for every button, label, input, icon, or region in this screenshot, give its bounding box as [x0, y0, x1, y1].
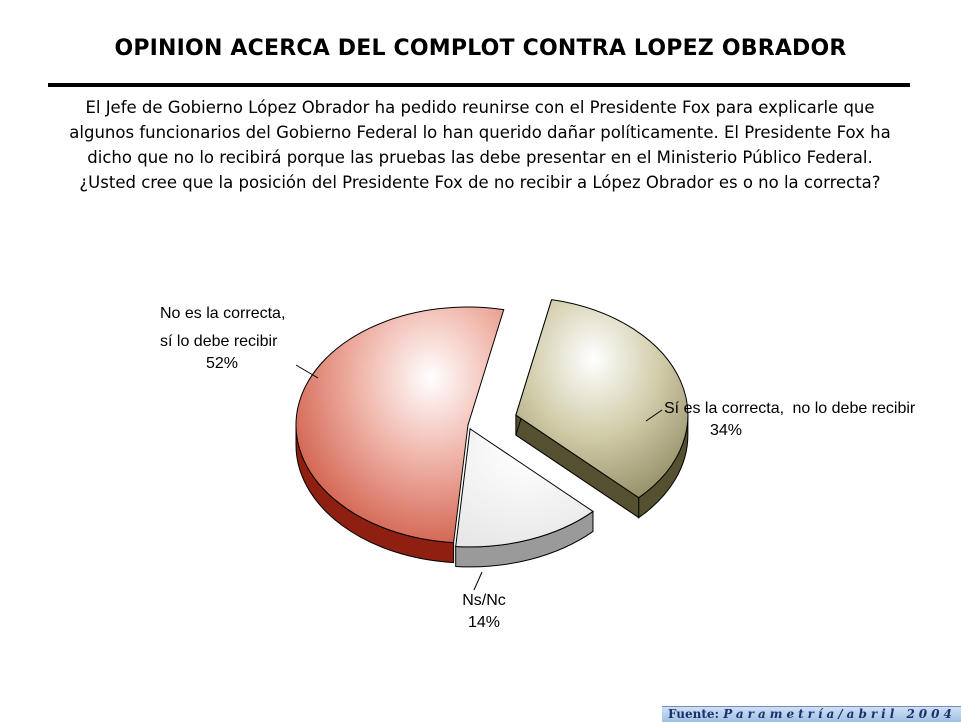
slice-nsnc: [455, 427, 594, 548]
footer-source: Parametría/abril 2004: [723, 707, 956, 721]
pie-leaders: [295, 364, 663, 591]
slice-no-correcta-leader: [295, 364, 319, 379]
footer-label: Fuente:: [668, 707, 719, 721]
slice-label-line: Ns/Nc: [462, 592, 506, 609]
slice-no-correcta: [295, 306, 505, 544]
slice-si-correcta: [515, 299, 689, 499]
slice-value: 52%: [206, 355, 239, 372]
slice-value: 34%: [710, 422, 743, 439]
slice-label-line: Sí es la correcta,: [664, 400, 785, 417]
source-footer: Fuente: Parametría/abril 2004: [662, 706, 961, 722]
slice-nsnc-leader: [473, 571, 483, 591]
question-line: ¿Usted cree que la posición del Presiden…: [79, 173, 881, 192]
slice-label-line: sí lo debe recibir: [160, 333, 278, 350]
pie-tops: [295, 299, 689, 548]
question-line: dicho que no lo recibirá porque las prue…: [87, 148, 873, 167]
slice-label-nsnc: Ns/Nc 14%: [444, 590, 524, 634]
title-divider: [48, 83, 910, 87]
slice-label-line: no lo debe recibir: [792, 400, 916, 417]
question-line: El Jefe de Gobierno López Obrador ha ped…: [85, 98, 875, 117]
slice-label-line: No es la correcta,: [160, 305, 286, 322]
page-title: OPINION ACERCA DEL COMPLOT CONTRA LOPEZ …: [114, 36, 847, 61]
survey-question: El Jefe de Gobierno López Obrador ha ped…: [40, 95, 920, 195]
slice-label-no-correcta: No es la correcta, sí lo debe recibir 52…: [160, 303, 285, 375]
slice-value: 14%: [467, 614, 501, 631]
question-line: algunos funcionarios del Gobierno Federa…: [69, 123, 891, 142]
slice-si-correcta-leader: [645, 409, 663, 422]
slice-label-si-correcta: Sí es la correcta, no lo debe recibir 34…: [664, 398, 915, 442]
